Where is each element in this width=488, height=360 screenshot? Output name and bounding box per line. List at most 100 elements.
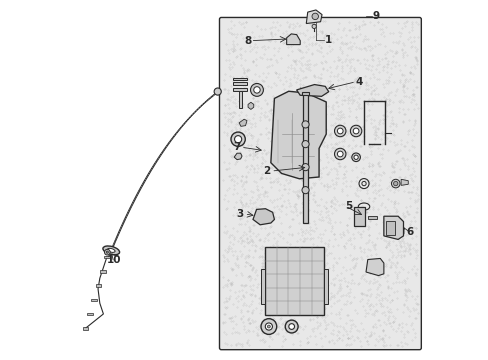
Point: [231, 272, 239, 278]
Point: [370, 44, 378, 49]
Point: [308, 180, 316, 185]
Point: [248, 153, 256, 159]
Text: 10: 10: [107, 255, 121, 265]
Point: [346, 237, 354, 243]
Point: [402, 208, 410, 213]
Point: [229, 109, 237, 115]
Point: [312, 254, 320, 260]
Point: [315, 38, 323, 44]
Point: [238, 237, 245, 243]
Point: [360, 126, 367, 132]
Point: [256, 202, 264, 208]
Point: [221, 71, 229, 77]
Point: [366, 19, 373, 25]
Point: [289, 316, 297, 322]
Point: [233, 41, 241, 46]
Point: [393, 149, 401, 154]
Point: [334, 255, 342, 261]
Point: [396, 141, 404, 147]
Point: [348, 321, 356, 327]
Point: [404, 29, 412, 35]
Point: [237, 221, 245, 227]
Point: [261, 46, 268, 52]
Point: [281, 133, 288, 139]
Point: [274, 288, 282, 294]
Point: [309, 33, 317, 39]
Point: [337, 125, 345, 131]
Point: [377, 297, 385, 303]
Point: [374, 69, 382, 75]
Circle shape: [106, 251, 108, 253]
Point: [307, 42, 315, 48]
Point: [392, 86, 400, 92]
Point: [378, 200, 386, 206]
Point: [322, 50, 330, 56]
Point: [330, 201, 338, 207]
Point: [317, 59, 325, 65]
Point: [315, 217, 323, 222]
Point: [412, 266, 420, 272]
Point: [238, 184, 246, 189]
Point: [365, 163, 372, 168]
Polygon shape: [247, 102, 253, 109]
Point: [266, 138, 274, 144]
Point: [362, 113, 370, 119]
Point: [356, 298, 364, 304]
Point: [304, 64, 312, 70]
Point: [295, 343, 303, 348]
Point: [333, 77, 341, 83]
Bar: [233, 82, 246, 85]
Point: [392, 342, 400, 347]
Point: [364, 310, 371, 316]
Point: [410, 173, 418, 179]
Point: [307, 285, 315, 291]
Point: [248, 115, 256, 121]
Point: [394, 321, 402, 327]
Point: [309, 182, 317, 188]
Point: [372, 308, 380, 314]
Point: [290, 58, 298, 64]
Point: [335, 44, 343, 50]
Point: [270, 148, 278, 153]
Point: [247, 242, 255, 248]
Point: [253, 165, 261, 171]
Point: [337, 68, 345, 73]
Point: [259, 337, 266, 342]
Point: [399, 235, 407, 241]
Point: [273, 19, 281, 25]
Point: [346, 63, 354, 69]
Point: [296, 209, 304, 215]
Point: [410, 44, 418, 50]
Point: [407, 143, 415, 149]
Point: [397, 324, 405, 330]
Point: [386, 131, 394, 136]
Point: [367, 269, 375, 275]
Point: [381, 229, 388, 234]
Point: [394, 180, 402, 186]
Point: [371, 190, 379, 196]
Point: [268, 140, 276, 146]
Point: [308, 282, 316, 288]
Point: [227, 281, 235, 287]
Point: [408, 185, 416, 190]
Point: [324, 249, 332, 255]
Point: [249, 58, 257, 63]
Point: [255, 177, 263, 183]
Point: [226, 25, 234, 31]
Point: [267, 312, 275, 318]
Point: [332, 198, 340, 204]
Point: [380, 134, 388, 139]
Point: [270, 135, 278, 141]
Point: [339, 243, 346, 249]
Point: [307, 51, 315, 57]
Point: [406, 39, 414, 45]
Point: [339, 175, 346, 181]
Point: [384, 214, 392, 220]
Point: [276, 284, 284, 290]
Point: [259, 51, 267, 57]
Point: [317, 170, 325, 176]
Point: [280, 145, 287, 151]
Point: [287, 232, 295, 238]
Text: 3: 3: [236, 209, 243, 219]
Point: [335, 163, 343, 168]
